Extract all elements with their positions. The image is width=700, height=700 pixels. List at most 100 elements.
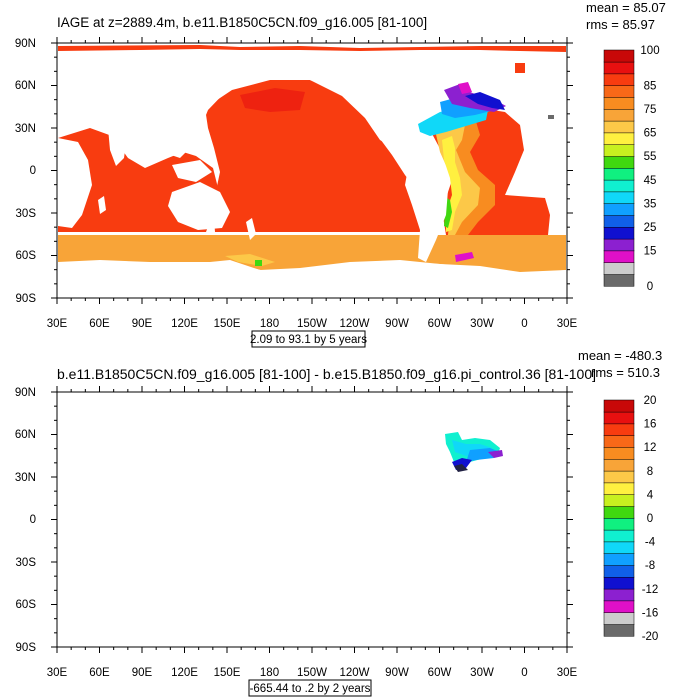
panel-2-lat-labels: 90N 60N 30N 0 30S 60S 90S [15,387,36,654]
panel-2: b.e11.B1850C5CN.f09_g16.005 [81-100] - b… [15,348,662,697]
madagascar [98,196,106,214]
lon-label: 30W [470,318,494,330]
colorbar-label: 16 [644,419,657,431]
colorbar-label: 25 [644,222,657,234]
colorbar-swatch [603,494,635,507]
colorbar-swatch [603,214,635,228]
lon-label: 30E [47,318,68,330]
colorbar-label: -12 [642,584,659,596]
colorbar-swatch [603,423,635,436]
colorbar-swatch [603,553,635,566]
panel-1-lon-labels: 30E 60E 90E 120E 150E 180 150W 120W 90W … [47,318,578,330]
lat-label: 90N [15,387,36,399]
colorbar-swatch [603,238,635,252]
lon-label: 120W [339,667,369,679]
panel-1-rms: rms = 85.97 [586,17,655,32]
panel-2-mean: mean = -480.3 [578,348,662,363]
panel-1-mean: mean = 85.07 [586,0,666,15]
lon-label: 30E [557,318,578,330]
lon-label: 150W [297,318,327,330]
colorbar-swatch [603,435,635,448]
arctic-strip [58,45,566,52]
lon-label: 30W [470,667,494,679]
colorbar-label: 85 [644,80,657,92]
colorbar-swatch [603,541,635,554]
lat-label: 60S [16,250,37,262]
panel-1-axis-ticks [51,37,573,304]
greenland [468,52,515,82]
antarctica [58,262,566,298]
lon-label: 90E [132,667,153,679]
panel-2-axis-ticks [51,386,573,653]
lon-label: 150E [214,318,241,330]
north-america [300,52,455,152]
lon-label: 30E [557,667,578,679]
new-zealand [246,218,256,240]
lat-label: 90S [16,642,37,654]
panel-1-range-note: 2.09 to 93.1 by 5 years [250,334,367,346]
colorbar-swatch [603,517,635,531]
panel-1-title: IAGE at z=2889.4m, b.e11.B1850C5CN.f09_g… [57,15,427,30]
lon-label: 120W [339,318,369,330]
lat-label: 60N [15,429,36,441]
lon-label: 0 [521,318,527,330]
colorbar-swatch [603,85,635,98]
labrador-dark-blue [465,92,505,110]
lat-label: 30S [16,208,37,220]
colorbar-swatch [603,96,635,110]
lat-label: 90S [16,293,37,305]
colorbar-label: 55 [644,151,657,163]
colorbar-label: 0 [647,513,653,525]
lon-label: 90W [385,318,409,330]
colorbar-swatch [603,120,635,134]
panel-2-map [445,432,503,472]
colorbar-swatch [603,529,635,543]
colorbar-label: 45 [644,175,657,187]
colorbar-label: 15 [644,246,657,258]
colorbar-label: 12 [644,442,657,454]
lat-label: 90N [15,38,36,50]
colorbar-swatch [603,600,635,613]
panel-1: IAGE at z=2889.4m, b.e11.B1850C5CN.f09_g… [15,0,666,348]
colorbar-label: 8 [647,466,653,478]
colorbar-swatch [603,482,635,495]
colorbar-label: 35 [644,198,657,210]
lon-label: 30E [47,667,68,679]
atlantic-yellow [442,136,462,232]
colorbar-swatch [603,273,635,287]
panel-1-range-box [251,330,366,348]
panel-2-range-box [248,679,372,697]
lon-label: 60E [89,318,110,330]
colorbar-swatch [603,262,635,275]
lon-label: 150E [214,667,241,679]
colorbar-swatch [603,179,635,193]
panel-2-colorbar: -20 -16 -12 -8 -4 0 4 8 12 16 20 [603,395,659,643]
colorbar-swatch [603,155,635,169]
colorbar-swatch [603,564,635,578]
southern-ocean-green [255,260,262,266]
pacific-ocean [205,80,430,232]
colorbar-swatch [603,167,635,181]
south-america [405,168,448,262]
colorbar-swatch [603,61,635,75]
lon-label: 90W [385,667,409,679]
colorbar-swatch [603,73,635,86]
panel-2-lon-labels: 30E 60E 90E 120E 150E 180 150W 120W 90W … [47,667,578,679]
lon-label: 60W [428,667,452,679]
panel-1-lat-labels: 90N 60N 30N 0 30S 60S 90S [15,38,36,305]
africa [58,138,92,228]
panel-2-title: b.e11.B1850C5CN.f09_g16.005 [81-100] - b… [57,367,596,382]
lon-label: 180 [260,318,279,330]
lat-label: 0 [30,165,36,177]
southern-ocean [58,235,566,272]
lat-label: 30N [15,472,36,484]
labrador-magenta [458,82,472,94]
panel-1-map [58,45,566,298]
continents [58,52,566,298]
colorbar-label: 0 [647,281,653,293]
lon-label: 120E [171,318,198,330]
colorbar-swatch [603,191,635,204]
arctic-patch [515,63,525,73]
lat-label: 30S [16,557,37,569]
